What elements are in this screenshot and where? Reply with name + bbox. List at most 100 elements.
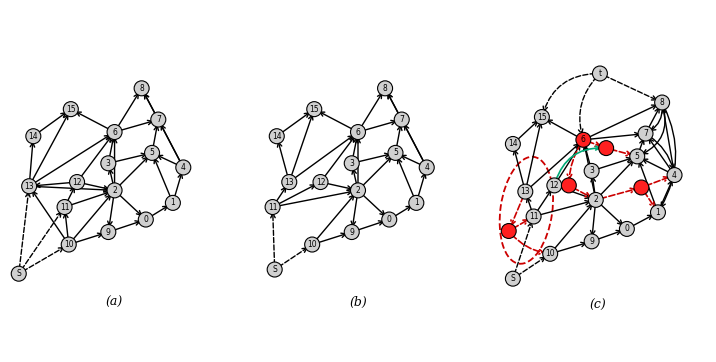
Circle shape	[534, 110, 549, 125]
Circle shape	[313, 174, 328, 190]
Circle shape	[547, 178, 562, 193]
Circle shape	[667, 168, 682, 182]
Circle shape	[21, 179, 37, 194]
Text: 9: 9	[106, 228, 111, 236]
Circle shape	[107, 183, 122, 198]
Circle shape	[651, 205, 665, 220]
Text: 9: 9	[349, 228, 354, 236]
Text: 15: 15	[537, 113, 547, 122]
Text: 3: 3	[349, 159, 354, 168]
Circle shape	[101, 156, 116, 171]
Text: 11: 11	[529, 212, 538, 221]
Text: 14: 14	[272, 132, 281, 141]
Circle shape	[351, 125, 365, 139]
Circle shape	[62, 237, 76, 252]
Text: 14: 14	[29, 132, 38, 141]
Circle shape	[265, 199, 280, 215]
Circle shape	[395, 112, 410, 127]
Text: 11: 11	[60, 202, 69, 211]
Circle shape	[634, 180, 649, 195]
Text: (c): (c)	[589, 299, 606, 312]
Text: 1: 1	[170, 198, 175, 207]
Circle shape	[165, 195, 180, 210]
Text: (a): (a)	[106, 296, 123, 310]
Circle shape	[630, 149, 644, 164]
Circle shape	[107, 125, 122, 139]
Circle shape	[584, 163, 599, 178]
Circle shape	[518, 184, 533, 199]
Text: 4: 4	[181, 163, 185, 172]
Text: S: S	[16, 269, 21, 278]
Text: 2: 2	[356, 186, 360, 195]
Text: 6: 6	[112, 127, 117, 136]
Text: t: t	[599, 69, 601, 78]
Text: 15: 15	[66, 105, 76, 114]
Text: 3: 3	[589, 167, 594, 176]
Text: 13: 13	[24, 182, 34, 191]
Text: 4: 4	[425, 163, 429, 172]
Circle shape	[592, 66, 607, 81]
Text: 14: 14	[508, 139, 518, 148]
Text: 7: 7	[400, 115, 404, 124]
Circle shape	[11, 266, 26, 281]
Circle shape	[151, 112, 166, 127]
Circle shape	[351, 183, 365, 198]
Text: 7: 7	[643, 129, 648, 138]
Circle shape	[63, 102, 78, 117]
Text: 10: 10	[64, 240, 74, 249]
Circle shape	[576, 132, 591, 147]
Circle shape	[269, 129, 284, 144]
Circle shape	[505, 136, 521, 151]
Circle shape	[505, 271, 521, 286]
Text: 7: 7	[156, 115, 160, 124]
Text: S: S	[511, 274, 516, 283]
Circle shape	[561, 178, 576, 193]
Circle shape	[344, 156, 359, 171]
Circle shape	[501, 224, 516, 239]
Text: 1: 1	[656, 208, 660, 217]
Text: 15: 15	[309, 105, 319, 114]
Text: 11: 11	[268, 202, 277, 211]
Text: 8: 8	[383, 84, 387, 93]
Text: 0: 0	[143, 215, 148, 224]
Text: 5: 5	[150, 148, 155, 157]
Text: 12: 12	[316, 177, 325, 186]
Text: 12: 12	[72, 177, 82, 186]
Text: 10: 10	[546, 249, 555, 258]
Text: 3: 3	[106, 159, 111, 168]
Circle shape	[134, 81, 149, 96]
Circle shape	[267, 262, 282, 277]
Text: 8: 8	[659, 98, 664, 107]
Circle shape	[138, 212, 153, 227]
Circle shape	[543, 247, 558, 261]
Text: 6: 6	[356, 127, 360, 136]
Text: 13: 13	[284, 177, 294, 186]
Circle shape	[619, 222, 634, 236]
Circle shape	[176, 160, 190, 175]
Text: 5: 5	[393, 148, 398, 157]
Text: 12: 12	[550, 181, 559, 190]
Circle shape	[306, 102, 321, 117]
Circle shape	[654, 95, 669, 110]
Text: S: S	[272, 265, 277, 274]
Text: 9: 9	[589, 237, 594, 246]
Text: 2: 2	[594, 195, 598, 205]
Text: 1: 1	[414, 198, 419, 207]
Circle shape	[526, 209, 541, 224]
Text: 6: 6	[581, 135, 586, 144]
Circle shape	[409, 195, 424, 210]
Circle shape	[599, 141, 614, 156]
Circle shape	[388, 146, 403, 160]
Circle shape	[382, 212, 397, 227]
Circle shape	[57, 199, 72, 215]
Text: 8: 8	[140, 84, 144, 93]
Text: 0: 0	[387, 215, 392, 224]
Text: 5: 5	[635, 152, 639, 161]
Circle shape	[420, 160, 434, 175]
Circle shape	[584, 234, 599, 249]
Circle shape	[26, 129, 41, 144]
Circle shape	[589, 193, 604, 207]
Circle shape	[377, 81, 392, 96]
Circle shape	[305, 237, 319, 252]
Text: 2: 2	[112, 186, 117, 195]
